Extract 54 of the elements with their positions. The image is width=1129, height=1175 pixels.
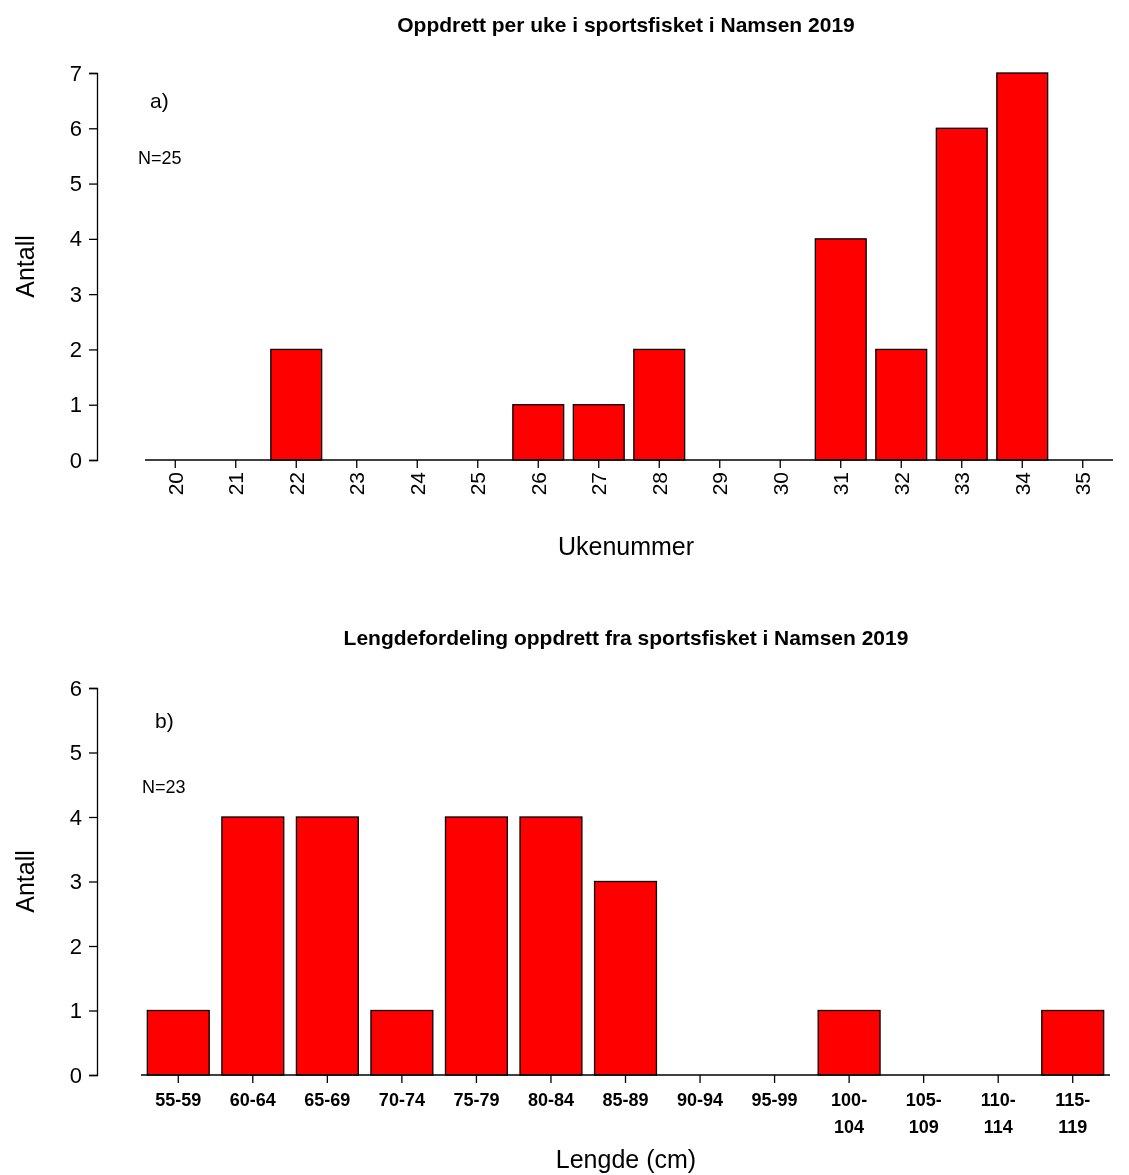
x-tick-label: 25 bbox=[466, 472, 490, 496]
x-tick-label: 95-99 bbox=[751, 1089, 798, 1110]
x-axis-title: Ukenummer bbox=[557, 532, 695, 560]
x-tick-label: 60-64 bbox=[229, 1089, 276, 1110]
y-axis-title: Antall bbox=[11, 235, 39, 298]
annotation: N=23 bbox=[142, 777, 186, 797]
y-tick-label: 2 bbox=[69, 336, 82, 362]
x-tick-label: 100-104 bbox=[831, 1089, 868, 1137]
chart-title: Oppdrett per uke i sportsfisket i Namsen 2019 bbox=[397, 13, 855, 36]
x-tick-label: 55-59 bbox=[155, 1089, 202, 1110]
annotation: a) bbox=[150, 89, 169, 112]
x-tick-label: 33 bbox=[950, 472, 974, 496]
x-tick-label: 90-94 bbox=[677, 1089, 724, 1110]
x-tick-label: 20 bbox=[163, 472, 187, 496]
x-tick-label: 29 bbox=[708, 472, 732, 496]
x-tick-label: 26 bbox=[526, 472, 550, 496]
x-tick-label: 115-119 bbox=[1055, 1089, 1091, 1137]
x-tick-label: 27 bbox=[587, 472, 611, 496]
y-tick-label: 5 bbox=[69, 171, 82, 197]
y-tick-label: 4 bbox=[69, 804, 82, 830]
annotation: N=25 bbox=[138, 148, 182, 168]
x-tick-label: 75-79 bbox=[453, 1089, 500, 1110]
x-tick-label: 85-89 bbox=[602, 1089, 649, 1110]
x-tick-label: 21 bbox=[224, 472, 248, 496]
y-tick-label: 6 bbox=[69, 115, 82, 141]
x-tick-label: 24 bbox=[405, 471, 429, 496]
y-tick-label: 0 bbox=[69, 1062, 82, 1088]
y-tick-label: 3 bbox=[69, 281, 82, 307]
x-tick-label: 35 bbox=[1071, 472, 1095, 496]
x-tick-label: 32 bbox=[889, 472, 913, 496]
x-tick-label: 23 bbox=[345, 472, 369, 496]
y-tick-label: 7 bbox=[69, 60, 82, 86]
x-axis-title: Lengde (cm) bbox=[555, 1145, 697, 1173]
x-tick-label: 31 bbox=[829, 472, 853, 496]
y-tick-label: 2 bbox=[69, 933, 82, 959]
y-tick-label: 6 bbox=[69, 675, 82, 701]
x-tick-label: 34 bbox=[1010, 471, 1034, 496]
x-tick-label: 65-69 bbox=[304, 1089, 351, 1110]
x-tick-label: 28 bbox=[647, 472, 671, 496]
y-axis-title: Antall bbox=[11, 850, 39, 913]
y-tick-label: 5 bbox=[69, 740, 82, 766]
x-tick-label: 30 bbox=[768, 472, 792, 496]
y-tick-label: 1 bbox=[69, 998, 82, 1024]
y-tick-label: 1 bbox=[69, 392, 82, 418]
annotation: b) bbox=[155, 709, 174, 732]
x-tick-label: 70-74 bbox=[378, 1089, 425, 1110]
x-tick-label: 110-114 bbox=[980, 1089, 1016, 1137]
y-tick-label: 0 bbox=[69, 447, 82, 473]
y-tick-label: 3 bbox=[69, 869, 82, 895]
x-tick-label: 22 bbox=[284, 472, 308, 496]
x-tick-label: 105-109 bbox=[905, 1089, 942, 1137]
chart-title: Lengdefordeling oppdrett fra sportsfisket i Namsen 2019 bbox=[343, 626, 909, 649]
y-tick-label: 4 bbox=[69, 226, 82, 252]
x-tick-label: 80-84 bbox=[527, 1089, 574, 1110]
